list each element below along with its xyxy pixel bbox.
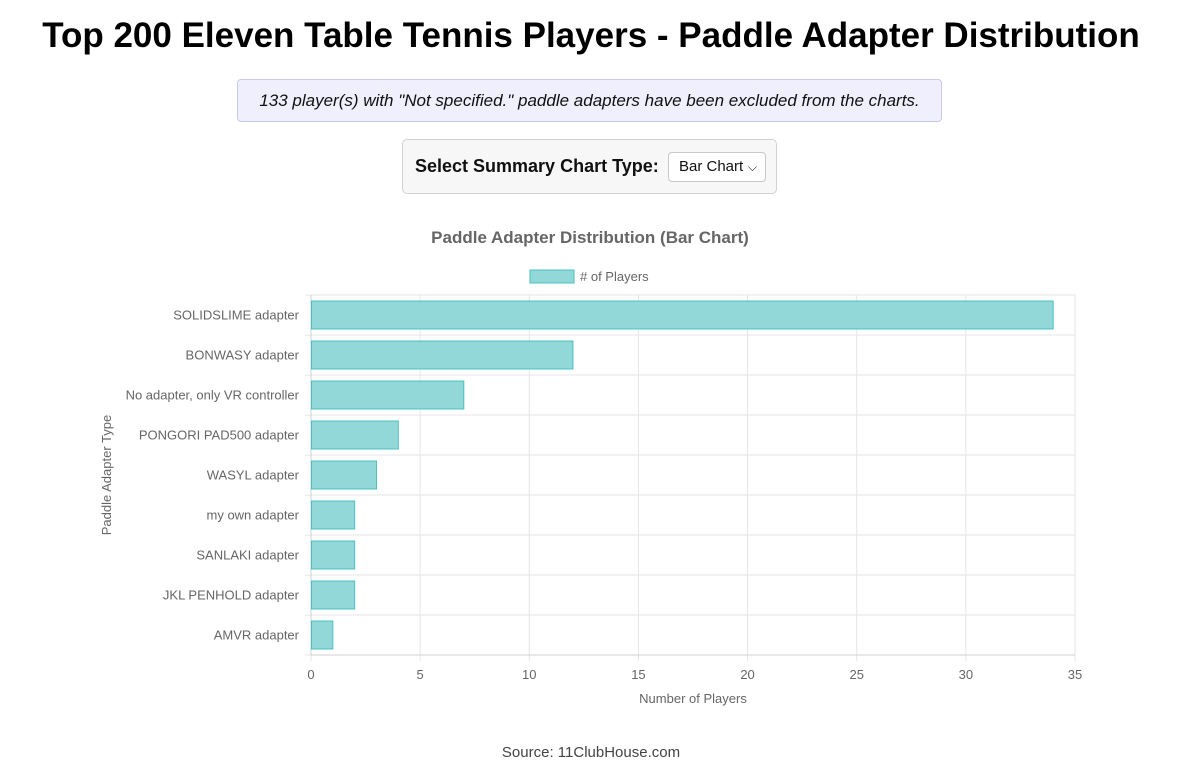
x-axis-title: Number of Players <box>639 691 747 706</box>
bar-chart: Paddle Adapter Distribution (Bar Chart) … <box>99 228 1082 706</box>
y-tick-label: BONWASY adapter <box>186 348 300 363</box>
exclusion-notice: 133 player(s) with "Not specified." padd… <box>237 79 942 122</box>
page-title: Top 200 Eleven Table Tennis Players - Pa… <box>42 16 1140 55</box>
x-tick-label: 25 <box>849 667 863 682</box>
y-tick-label: AMVR adapter <box>214 628 300 643</box>
chart-bars <box>311 300 1054 650</box>
x-tick-label: 5 <box>417 667 424 682</box>
x-tick-label: 30 <box>959 667 973 682</box>
bar[interactable] <box>311 580 356 610</box>
bar[interactable] <box>311 500 356 530</box>
chart-title: Paddle Adapter Distribution (Bar Chart) <box>431 228 749 247</box>
chart-type-selector-panel: Select Summary Chart Type: Bar Chart ⌵ <box>402 139 777 194</box>
chart-type-selected-value: Bar Chart <box>679 158 744 175</box>
bar[interactable] <box>311 300 1054 330</box>
y-axis-labels: SOLIDSLIME adapter BONWASY adapter No adap… <box>126 308 300 643</box>
source-note: Source: 11ClubHouse.com <box>501 744 681 761</box>
bar[interactable] <box>311 460 377 490</box>
chart-type-label: Select Summary Chart Type: <box>415 156 659 176</box>
y-tick-label: JKL PENHOLD adapter <box>163 588 300 603</box>
bar[interactable] <box>311 620 334 650</box>
x-tick-label: 35 <box>1068 667 1082 682</box>
bar[interactable] <box>311 540 356 570</box>
legend-label: # of Players <box>580 269 649 284</box>
legend-swatch <box>529 269 575 284</box>
x-tick-label: 10 <box>522 667 536 682</box>
y-tick-label: WASYL adapter <box>207 468 300 483</box>
y-axis-title: Paddle Adapter Type <box>99 415 114 535</box>
bar[interactable] <box>311 340 574 370</box>
chart-type-select[interactable]: Bar Chart ⌵ <box>668 152 766 182</box>
bar[interactable] <box>311 420 399 450</box>
chevron-down-icon: ⌵ <box>747 160 757 174</box>
x-axis-ticks: 0 5 10 15 20 25 30 35 <box>307 667 1082 682</box>
x-tick-label: 0 <box>307 667 314 682</box>
chart-legend[interactable]: # of Players <box>529 269 649 284</box>
x-tick-label: 20 <box>740 667 754 682</box>
y-tick-label: SANLAKI adapter <box>196 548 299 563</box>
x-tick-label: 15 <box>631 667 645 682</box>
y-tick-label: SOLIDSLIME adapter <box>173 308 299 323</box>
bar[interactable] <box>311 380 465 410</box>
y-tick-label: my own adapter <box>207 508 300 523</box>
y-tick-label: PONGORI PAD500 adapter <box>139 428 300 443</box>
y-tick-label: No adapter, only VR controller <box>126 388 300 403</box>
